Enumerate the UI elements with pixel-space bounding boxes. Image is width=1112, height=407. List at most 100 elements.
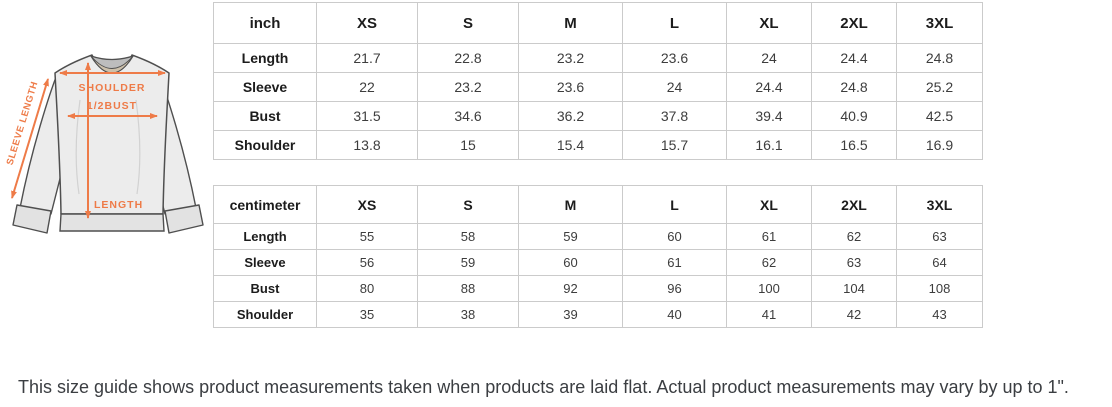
row-label: Length — [213, 43, 317, 73]
cell: 42.5 — [896, 101, 983, 131]
cell: 88 — [417, 275, 519, 302]
size-header-2xl: 2XL — [811, 2, 897, 44]
size-header-3xl: 3XL — [896, 185, 983, 224]
cell: 15.4 — [518, 130, 623, 160]
size-header-xl: XL — [726, 2, 812, 44]
cell: 22.8 — [417, 43, 519, 73]
row-label: Shoulder — [213, 130, 317, 160]
cell: 24.4 — [726, 72, 812, 102]
cell: 58 — [417, 223, 519, 250]
table-row-shoulder: Shoulder 13.8 15 15.4 15.7 16.1 16.5 16.… — [213, 130, 983, 160]
unit-header-cm: centimeter — [213, 185, 317, 224]
length-label: LENGTH — [94, 199, 143, 211]
row-label: Length — [213, 223, 317, 250]
size-header-l: L — [622, 185, 727, 224]
cell: 63 — [811, 249, 897, 276]
cell: 16.9 — [896, 130, 983, 160]
cell: 35 — [316, 301, 418, 328]
cell: 31.5 — [316, 101, 418, 131]
table-row-sleeve: Sleeve 56 59 60 61 62 63 64 — [213, 249, 983, 276]
cell: 62 — [726, 249, 812, 276]
cell: 40 — [622, 301, 727, 328]
row-label: Bust — [213, 275, 317, 302]
cell: 92 — [518, 275, 623, 302]
cell: 25.2 — [896, 72, 983, 102]
cell: 37.8 — [622, 101, 727, 131]
cell: 43 — [896, 301, 983, 328]
table-row-length: Length 21.7 22.8 23.2 23.6 24 24.4 24.8 — [213, 43, 983, 73]
cell: 24.8 — [811, 72, 897, 102]
cell: 22 — [316, 72, 418, 102]
cell: 63 — [896, 223, 983, 250]
cell: 24.8 — [896, 43, 983, 73]
size-header-m: M — [518, 185, 623, 224]
unit-header-inch: inch — [213, 2, 317, 44]
cell: 64 — [896, 249, 983, 276]
cell: 100 — [726, 275, 812, 302]
cell: 24 — [726, 43, 812, 73]
sweater-body — [54, 54, 170, 232]
size-header-m: M — [518, 2, 623, 44]
cell: 41 — [726, 301, 812, 328]
sweater-size-diagram: SHOULDER 1/2BUST LENGTH SLEEVE LENGTH — [2, 42, 214, 247]
hem-band — [59, 213, 165, 232]
size-guide-note: This size guide shows product measuremen… — [18, 377, 1069, 397]
cell: 42 — [811, 301, 897, 328]
cell: 61 — [622, 249, 727, 276]
cm-header-row: centimeter XS S M L XL 2XL 3XL — [213, 185, 983, 224]
row-label: Shoulder — [213, 301, 317, 328]
cell: 23.6 — [622, 43, 727, 73]
cell: 96 — [622, 275, 727, 302]
cell: 16.5 — [811, 130, 897, 160]
cell: 39.4 — [726, 101, 812, 131]
cell: 60 — [622, 223, 727, 250]
centimeter-size-table: centimeter XS S M L XL 2XL 3XL Length 55… — [213, 185, 983, 328]
size-header-2xl: 2XL — [811, 185, 897, 224]
left-cuff — [12, 204, 52, 234]
cell: 61 — [726, 223, 812, 250]
cell: 38 — [417, 301, 519, 328]
size-header-xs: XS — [316, 185, 418, 224]
cell: 104 — [811, 275, 897, 302]
table-row-length: Length 55 58 59 60 61 62 63 — [213, 223, 983, 250]
cell: 23.2 — [417, 72, 519, 102]
size-header-s: S — [417, 2, 519, 44]
right-cuff — [164, 204, 204, 234]
cell: 59 — [417, 249, 519, 276]
cell: 39 — [518, 301, 623, 328]
shoulder-label: SHOULDER — [79, 82, 146, 94]
inch-header-row: inch XS S M L XL 2XL 3XL — [213, 2, 983, 44]
table-row-bust: Bust 80 88 92 96 100 104 108 — [213, 275, 983, 302]
cell: 56 — [316, 249, 418, 276]
cell: 55 — [316, 223, 418, 250]
cell: 23.2 — [518, 43, 623, 73]
table-row-bust: Bust 31.5 34.6 36.2 37.8 39.4 40.9 42.5 — [213, 101, 983, 131]
cell: 15.7 — [622, 130, 727, 160]
cell: 24 — [622, 72, 727, 102]
cell: 80 — [316, 275, 418, 302]
size-header-l: L — [622, 2, 727, 44]
cell: 24.4 — [811, 43, 897, 73]
table-row-sleeve: Sleeve 22 23.2 23.6 24 24.4 24.8 25.2 — [213, 72, 983, 102]
size-header-3xl: 3XL — [896, 2, 983, 44]
row-label: Sleeve — [213, 72, 317, 102]
cell: 40.9 — [811, 101, 897, 131]
row-label: Bust — [213, 101, 317, 131]
cell: 34.6 — [417, 101, 519, 131]
cell: 59 — [518, 223, 623, 250]
sweater-illustration: SHOULDER 1/2BUST LENGTH SLEEVE LENGTH — [5, 54, 204, 234]
measurement-arrows — [11, 62, 166, 219]
cell: 36.2 — [518, 101, 623, 131]
size-header-xs: XS — [316, 2, 418, 44]
collar-ribbing — [90, 55, 134, 74]
sleeve-length-arrow — [11, 78, 49, 199]
cell: 13.8 — [316, 130, 418, 160]
cell: 23.6 — [518, 72, 623, 102]
cell: 60 — [518, 249, 623, 276]
table-row-shoulder: Shoulder 35 38 39 40 41 42 43 — [213, 301, 983, 328]
cell: 21.7 — [316, 43, 418, 73]
row-label: Sleeve — [213, 249, 317, 276]
cell: 16.1 — [726, 130, 812, 160]
inch-size-table: inch XS S M L XL 2XL 3XL Length 21.7 22.… — [213, 2, 983, 160]
